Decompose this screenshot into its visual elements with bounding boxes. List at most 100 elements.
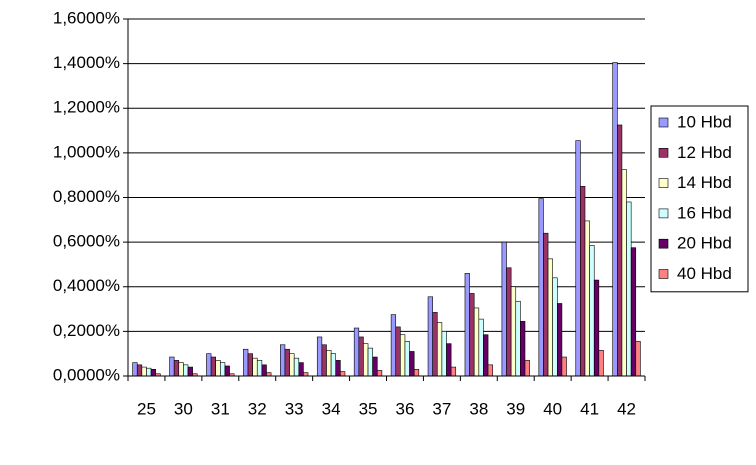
bar <box>626 201 632 377</box>
bar <box>436 322 443 377</box>
legend-label: 16 Hbd <box>677 203 732 222</box>
bar <box>464 273 470 377</box>
bar <box>483 334 489 377</box>
bar <box>390 314 397 377</box>
bar <box>321 344 327 377</box>
bar <box>293 357 300 377</box>
bar <box>335 360 341 377</box>
legend-label: 12 Hbd <box>677 143 732 162</box>
x-tick-label: 31 <box>211 399 230 418</box>
legend-swatch <box>658 148 669 158</box>
bar <box>206 353 212 377</box>
bar <box>376 370 383 377</box>
y-tick-label: 0,4000% <box>53 276 120 295</box>
bar <box>432 312 438 377</box>
bar <box>358 336 364 377</box>
bar <box>247 353 253 377</box>
x-tick-label: 34 <box>322 399 341 418</box>
bar <box>450 366 457 377</box>
y-tick-label: 1,2000% <box>53 98 120 117</box>
bar <box>136 364 143 377</box>
bar <box>261 364 267 377</box>
x-tick-label: 40 <box>543 399 562 418</box>
bar <box>538 198 544 377</box>
bar <box>372 356 378 377</box>
bar <box>598 350 604 377</box>
bar <box>524 360 530 377</box>
bar <box>353 327 360 377</box>
legend-swatch <box>658 178 669 188</box>
bar <box>441 331 447 377</box>
legend-swatch <box>658 117 669 128</box>
bar <box>340 371 346 377</box>
bar <box>575 140 581 377</box>
legend-label: 40 Hbd <box>677 264 732 283</box>
x-tick-label: 33 <box>285 399 304 418</box>
bar <box>635 341 641 377</box>
x-tick-label: 38 <box>469 399 488 418</box>
bar <box>330 353 337 377</box>
bar <box>589 245 595 377</box>
legend-swatch <box>658 269 669 279</box>
bar <box>150 369 156 377</box>
legend-swatch <box>658 208 669 219</box>
bar <box>556 303 563 377</box>
bar <box>580 186 586 377</box>
legend-box <box>650 105 749 293</box>
y-tick-label: 0,0000% <box>53 365 120 384</box>
bar <box>187 366 193 377</box>
legend-label: 10 Hbd <box>677 112 732 131</box>
bar <box>501 241 507 377</box>
bar <box>547 258 553 377</box>
bar <box>584 220 590 377</box>
bar <box>427 296 433 377</box>
bar <box>515 300 521 377</box>
bar <box>141 366 147 377</box>
bar <box>617 124 623 377</box>
bar <box>630 247 637 377</box>
x-tick-label: 32 <box>248 399 267 418</box>
bar <box>173 360 180 377</box>
bar <box>326 350 332 377</box>
bar <box>215 360 221 377</box>
bar <box>289 353 295 377</box>
y-tick-label: 0,6000% <box>53 232 120 251</box>
x-tick-label: 25 <box>137 399 156 418</box>
bar <box>280 344 286 377</box>
bar <box>506 267 512 377</box>
legend-label: 14 Hbd <box>677 173 732 192</box>
bar <box>266 372 272 377</box>
bar <box>303 372 309 377</box>
bar <box>395 326 401 377</box>
x-tick-label: 35 <box>359 399 378 418</box>
y-tick-label: 1,4000% <box>53 53 120 72</box>
x-tick-label: 41 <box>580 399 599 418</box>
bar <box>284 348 290 377</box>
x-tick-label: 37 <box>432 399 451 418</box>
bar <box>510 286 517 377</box>
bar <box>132 362 138 377</box>
bar <box>487 364 493 377</box>
bar <box>243 348 249 377</box>
bar <box>469 293 475 377</box>
x-tick-label: 36 <box>396 399 415 418</box>
bar <box>561 356 567 377</box>
bar <box>413 369 420 377</box>
bar <box>446 343 452 377</box>
bar <box>552 277 558 377</box>
bar <box>298 362 304 377</box>
bar <box>478 318 484 377</box>
x-tick-label: 42 <box>617 399 636 418</box>
bar <box>178 362 184 377</box>
bar <box>256 360 263 377</box>
y-tick-label: 0,8000% <box>53 187 120 206</box>
bar <box>593 279 600 377</box>
bar <box>409 351 415 377</box>
bar <box>224 365 230 377</box>
bar <box>400 334 406 377</box>
x-tick-label: 39 <box>506 399 525 418</box>
bar <box>220 362 226 377</box>
legend-swatch <box>658 238 669 249</box>
bar <box>612 62 618 377</box>
